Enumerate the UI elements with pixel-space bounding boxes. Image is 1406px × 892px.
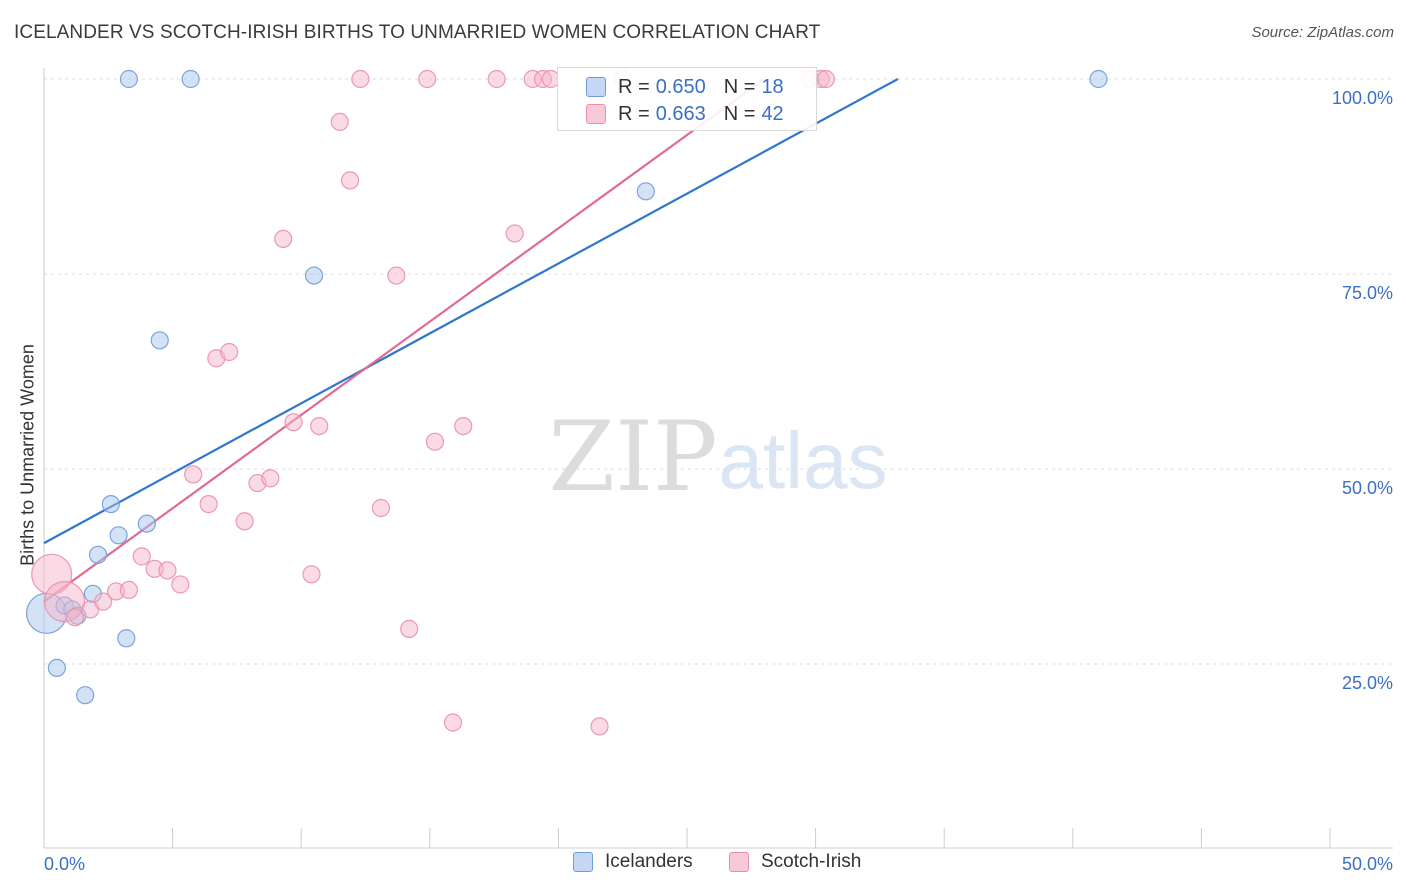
legend-n-value: 42 bbox=[761, 102, 784, 125]
scotch-irish-point[interactable] bbox=[487, 69, 506, 89]
scotch-irish-point[interactable] bbox=[454, 417, 473, 436]
x-tick-labels: 0.0% 50.0% bbox=[44, 854, 1393, 874]
icelanders-point[interactable] bbox=[150, 331, 169, 350]
scotch-irish-point[interactable] bbox=[340, 171, 360, 190]
scotch-irish-point[interactable] bbox=[505, 224, 524, 243]
x-tick-label-min: 0.0% bbox=[44, 854, 85, 874]
legend-row-icelanders: R = 0.650 N = 18 bbox=[558, 74, 784, 100]
y-tick-label: 100.0% bbox=[1332, 88, 1393, 108]
scotch-irish-point[interactable] bbox=[371, 498, 391, 518]
y-tick-label: 25.0% bbox=[1342, 673, 1393, 693]
scotch-irish-point[interactable] bbox=[400, 619, 419, 639]
chart-title: ICELANDER VS SCOTCH-IRISH BIRTHS TO UNMA… bbox=[14, 22, 821, 43]
grid-lines bbox=[44, 78, 1392, 665]
series-legend: Icelanders Scotch-Irish bbox=[0, 851, 1406, 879]
scotch-irish-point[interactable] bbox=[119, 580, 138, 600]
watermark: ZIP atlas bbox=[548, 401, 887, 513]
scotch-irish-point[interactable] bbox=[443, 713, 463, 732]
watermark-atlas: atlas bbox=[719, 416, 888, 505]
legend-r-label: R = bbox=[618, 75, 650, 98]
icelanders-point[interactable] bbox=[101, 495, 120, 514]
data-points bbox=[25, 69, 1108, 736]
legend-row-scotch-irish: R = 0.663 N = 42 bbox=[558, 101, 784, 127]
legend-item-icelanders[interactable]: Icelanders bbox=[573, 851, 693, 873]
scotch-irish-swatch bbox=[586, 104, 606, 124]
legend-n-label: N = bbox=[723, 75, 756, 98]
axes bbox=[43, 68, 1393, 849]
scotch-irish-point[interactable] bbox=[284, 413, 303, 432]
icelanders-legend-swatch bbox=[573, 852, 593, 872]
scotch-irish-point[interactable] bbox=[418, 69, 437, 89]
scotch-irish-point[interactable] bbox=[94, 592, 113, 611]
icelanders-trendline bbox=[43, 78, 899, 545]
icelanders-point[interactable] bbox=[76, 686, 95, 705]
icelanders-point[interactable] bbox=[1089, 69, 1108, 89]
icelanders-point[interactable] bbox=[47, 658, 66, 678]
icelanders-point[interactable] bbox=[117, 629, 136, 648]
scotch-irish-point[interactable] bbox=[171, 575, 190, 594]
y-tick-label: 75.0% bbox=[1342, 283, 1393, 303]
icelanders-point[interactable] bbox=[304, 266, 324, 285]
scotch-irish-point[interactable] bbox=[65, 608, 84, 627]
legend-n-label: N = bbox=[723, 102, 756, 125]
scotch-irish-point[interactable] bbox=[302, 565, 321, 584]
scotch-irish-point[interactable] bbox=[590, 717, 609, 736]
icelanders-point[interactable] bbox=[119, 69, 138, 89]
scotch-irish-point[interactable] bbox=[199, 495, 218, 514]
icelanders-point[interactable] bbox=[109, 526, 128, 545]
icelanders-point[interactable] bbox=[137, 514, 156, 533]
legend-r-label: R = bbox=[618, 102, 650, 125]
scotch-irish-point[interactable] bbox=[816, 69, 835, 89]
scotch-irish-point[interactable] bbox=[220, 342, 239, 362]
scotch-irish-legend-label: Scotch-Irish bbox=[761, 851, 862, 872]
scotch-irish-legend-swatch bbox=[729, 852, 749, 872]
icelanders-legend-label: Icelanders bbox=[605, 851, 693, 872]
scotch-irish-point[interactable] bbox=[235, 512, 254, 531]
icelanders-point[interactable] bbox=[181, 69, 200, 89]
scotch-irish-point[interactable] bbox=[310, 417, 329, 436]
scotch-irish-point[interactable] bbox=[261, 469, 280, 488]
legend-item-scotch-irish[interactable]: Scotch-Irish bbox=[729, 851, 861, 873]
scotch-irish-trendline bbox=[43, 78, 765, 603]
legend-r-value: 0.663 bbox=[655, 102, 706, 125]
scotch-irish-point[interactable] bbox=[330, 112, 349, 132]
icelanders-point[interactable] bbox=[636, 182, 655, 201]
scotch-irish-point[interactable] bbox=[274, 229, 293, 248]
legend-n-value: 18 bbox=[761, 75, 784, 98]
source-label: Source: ZipAtlas.com bbox=[1251, 24, 1394, 41]
y-tick-labels: 25.0% 50.0% 75.0% 100.0% bbox=[1332, 88, 1393, 693]
scotch-irish-point[interactable] bbox=[184, 465, 203, 484]
icelanders-point[interactable] bbox=[88, 545, 108, 564]
icelanders-swatch bbox=[586, 77, 606, 97]
x-tick-label-max: 50.0% bbox=[1342, 854, 1393, 874]
scotch-irish-point[interactable] bbox=[132, 547, 151, 566]
scotch-irish-point[interactable] bbox=[425, 432, 445, 451]
scotch-irish-point[interactable] bbox=[351, 69, 370, 89]
scotch-irish-point[interactable] bbox=[387, 266, 406, 285]
legend-r-value: 0.650 bbox=[655, 75, 706, 98]
y-tick-label: 50.0% bbox=[1342, 478, 1393, 498]
scotch-irish-point[interactable] bbox=[158, 561, 177, 580]
watermark-zip: ZIP bbox=[548, 401, 717, 513]
correlation-legend: R = 0.650 N = 18 R = 0.663 N = 42 bbox=[557, 67, 817, 131]
trendlines bbox=[43, 78, 899, 603]
